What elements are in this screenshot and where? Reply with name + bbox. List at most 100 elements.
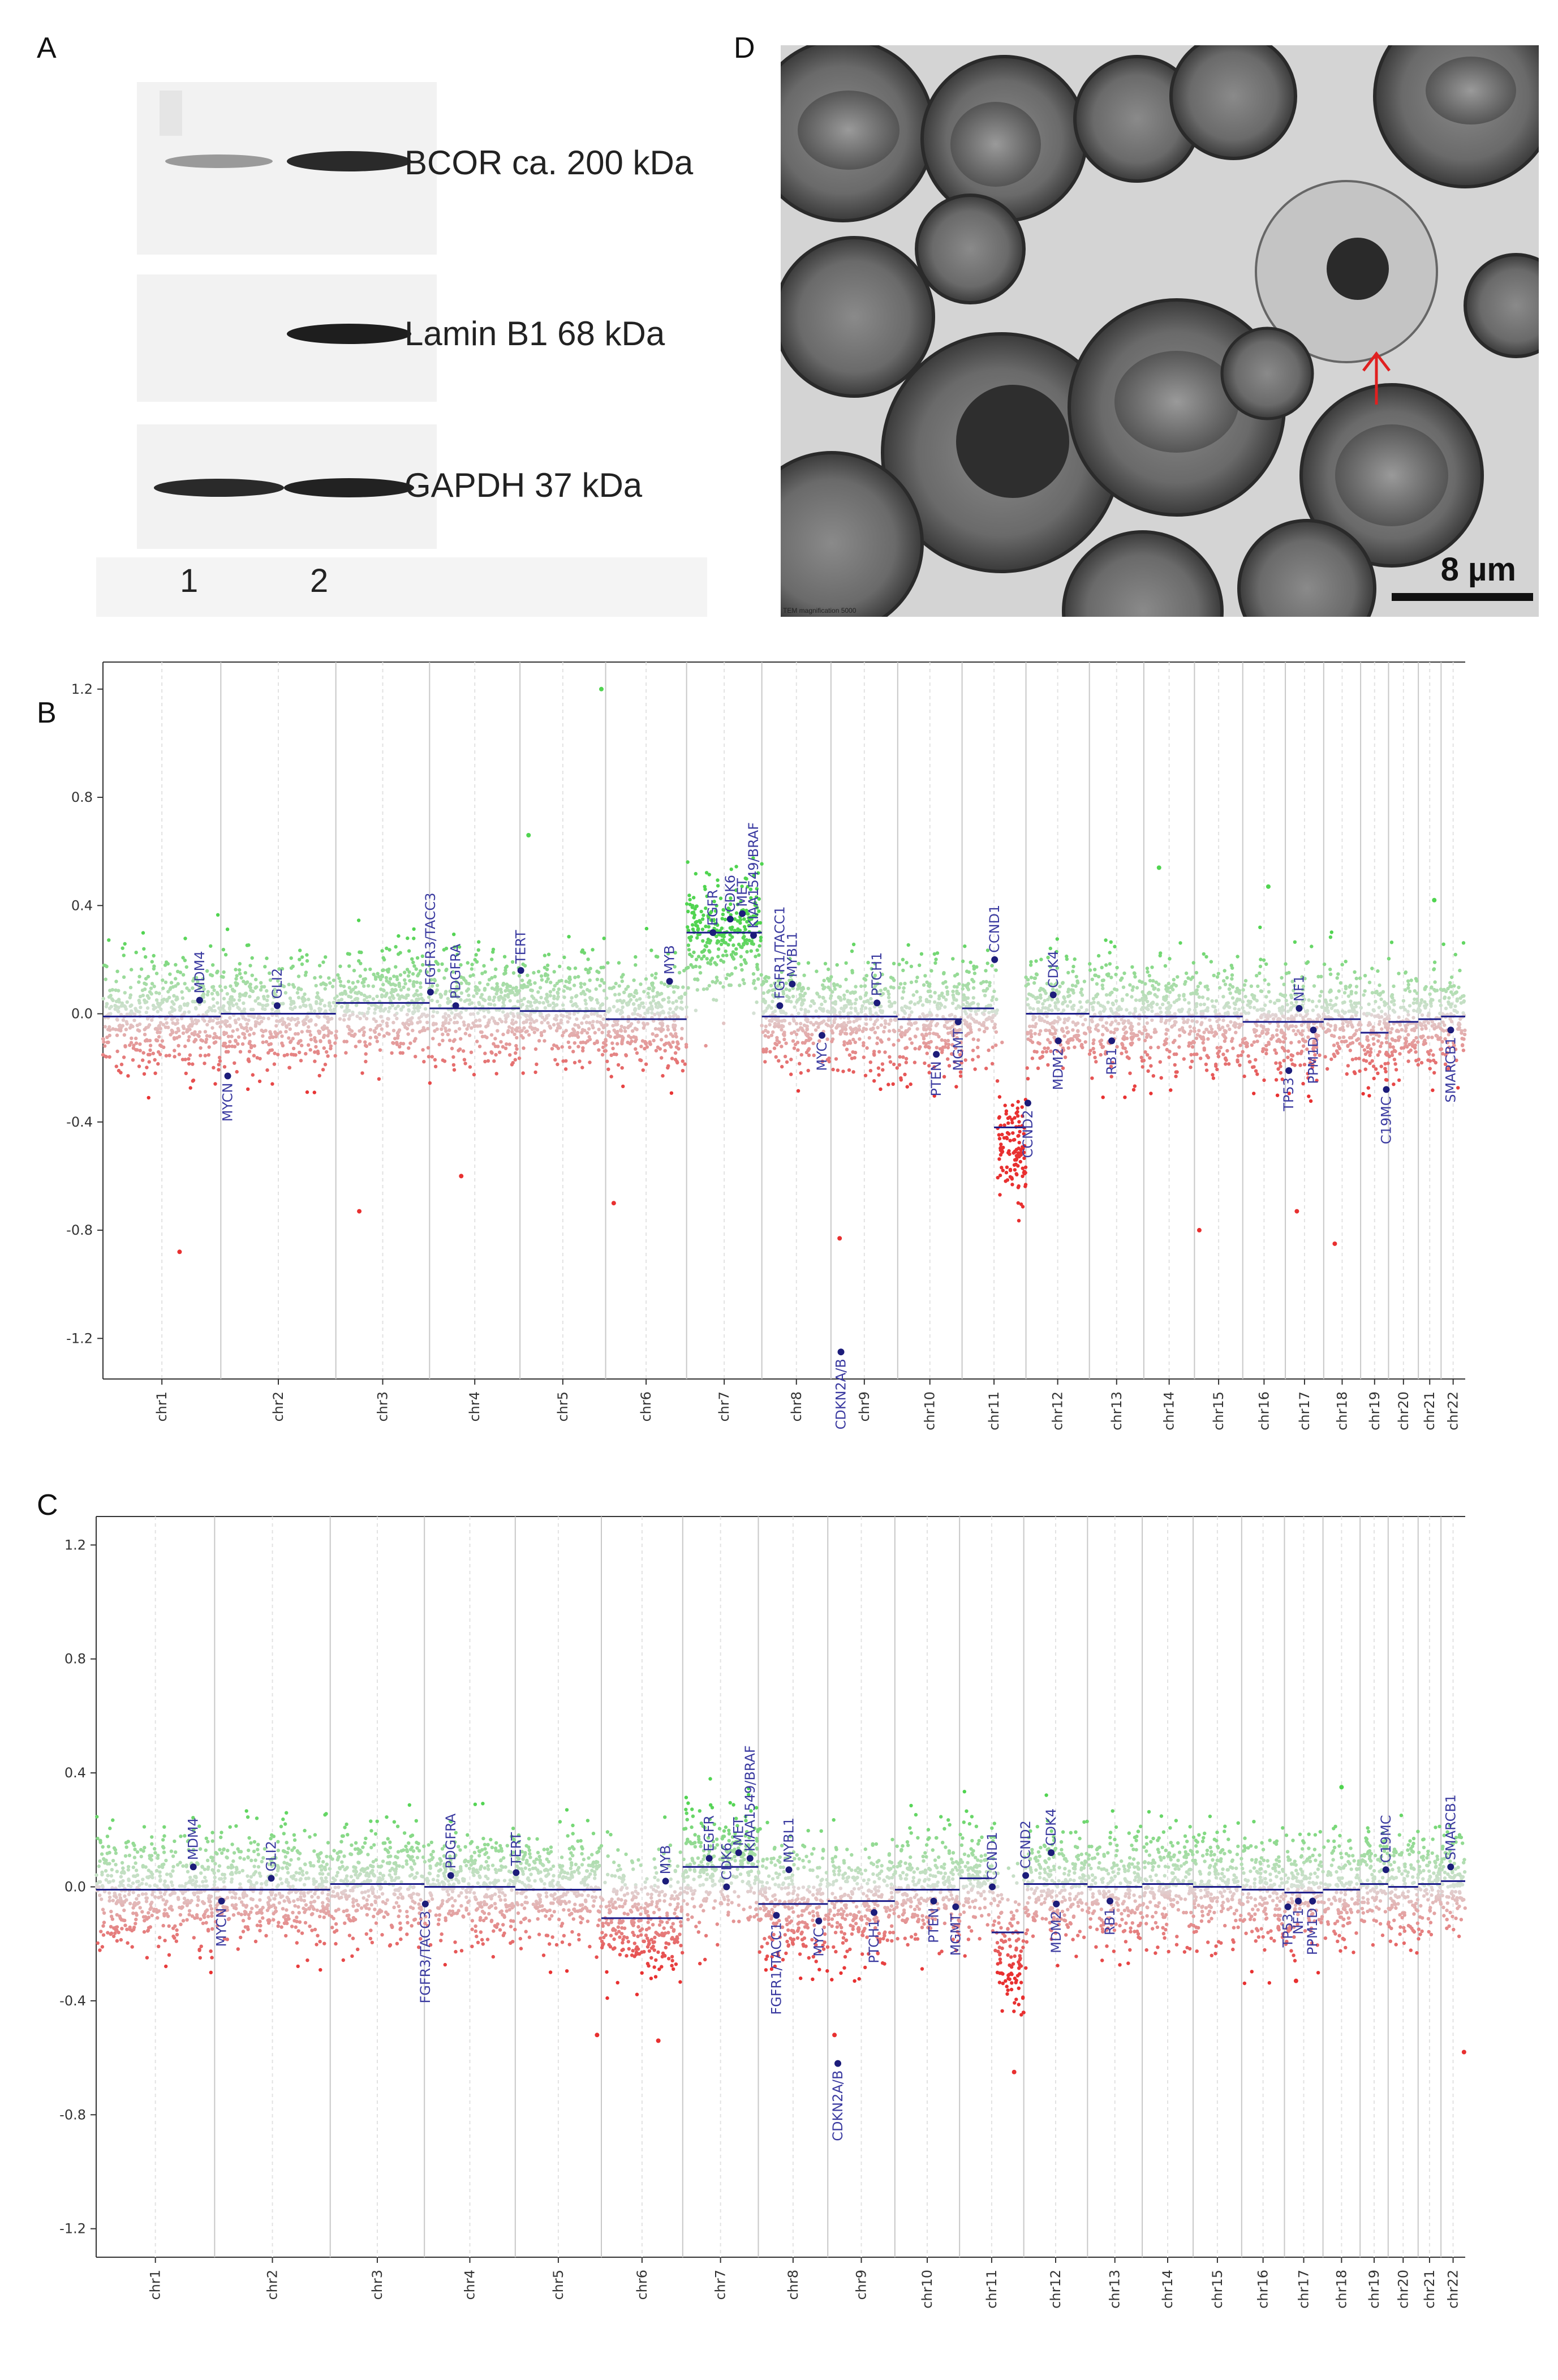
probe-point xyxy=(645,1022,649,1026)
probe-point xyxy=(174,963,178,967)
probe-point xyxy=(261,1034,265,1038)
probe-point xyxy=(1211,1004,1215,1008)
probe-point xyxy=(864,974,869,978)
probe-point xyxy=(672,1023,675,1027)
probe-point xyxy=(1030,1056,1035,1060)
probe-point xyxy=(1091,1047,1095,1051)
probe-point xyxy=(1013,1116,1017,1120)
probe-point xyxy=(1350,1058,1355,1062)
probe-point xyxy=(407,1046,411,1050)
probe-point xyxy=(1348,1009,1352,1013)
cell-group xyxy=(781,45,1539,617)
probe-point xyxy=(1099,1038,1104,1042)
probe-point xyxy=(194,976,199,980)
probe-point xyxy=(982,1029,987,1034)
probe-point xyxy=(685,1015,688,1019)
probe-point xyxy=(727,983,731,987)
probe-point xyxy=(459,981,463,985)
probe-point xyxy=(935,1046,939,1050)
probe-point xyxy=(586,970,591,974)
probe-point xyxy=(708,911,712,915)
probe-point xyxy=(472,994,476,998)
probe-point xyxy=(1337,989,1341,993)
probe-point xyxy=(515,1036,519,1040)
probe-point xyxy=(327,976,331,980)
probe-point xyxy=(255,1056,259,1060)
probe-point xyxy=(385,991,389,995)
probe-point xyxy=(642,990,646,994)
probe-point xyxy=(774,1055,778,1059)
probe-point xyxy=(208,1034,212,1038)
probe-point xyxy=(143,1039,148,1043)
probe-point xyxy=(1073,1034,1077,1038)
probe-point xyxy=(1178,1028,1182,1032)
probe-point xyxy=(552,1023,556,1027)
probe-point xyxy=(319,1002,322,1006)
probe-point xyxy=(117,1068,121,1073)
probe-point xyxy=(373,1007,377,1011)
probe-point xyxy=(620,1038,625,1043)
probe-point xyxy=(1142,1010,1146,1014)
probe-point xyxy=(721,908,725,912)
probe-point xyxy=(795,1041,800,1045)
probe-point xyxy=(1068,1038,1072,1042)
probe-point xyxy=(1337,1013,1341,1017)
probe-point xyxy=(1114,1019,1118,1023)
probe-point xyxy=(907,1013,912,1017)
probe-point xyxy=(452,991,457,995)
probe-point xyxy=(886,995,891,999)
probe-point xyxy=(1204,1068,1209,1072)
probe-point xyxy=(199,1046,203,1050)
probe-point xyxy=(1332,1052,1336,1056)
probe-point xyxy=(845,1047,849,1051)
probe-point xyxy=(119,1029,123,1033)
probe-point xyxy=(566,1040,570,1045)
probe-point xyxy=(1068,1000,1073,1004)
probe-point xyxy=(1238,1063,1242,1067)
probe-point xyxy=(876,1036,880,1040)
probe-point xyxy=(1293,940,1297,944)
probe-point xyxy=(834,1026,838,1030)
probe-point xyxy=(1228,1027,1232,1032)
probe-point xyxy=(1090,977,1095,981)
probe-point xyxy=(716,955,720,959)
probe-point xyxy=(700,927,705,931)
probe-point xyxy=(782,1032,786,1036)
probe-point xyxy=(120,1024,124,1028)
probe-point xyxy=(619,1024,623,1029)
probe-point xyxy=(403,982,407,986)
probe-point xyxy=(380,949,384,953)
probe-point xyxy=(388,996,392,1000)
probe-point xyxy=(300,955,304,959)
probe-point xyxy=(494,992,498,996)
probe-point xyxy=(318,1029,322,1034)
probe-point xyxy=(276,1009,281,1013)
probe-point xyxy=(897,1028,901,1033)
probe-point xyxy=(1263,978,1267,982)
probe-point xyxy=(661,1074,665,1078)
probe-point xyxy=(1150,1009,1154,1013)
probe-point xyxy=(660,991,664,996)
probe-point xyxy=(474,1019,478,1023)
probe-point xyxy=(1290,1062,1294,1066)
probe-point xyxy=(561,1059,565,1063)
probe-point xyxy=(862,977,866,981)
probe-point xyxy=(866,960,870,965)
probe-point xyxy=(134,951,138,955)
probe-point xyxy=(913,1002,917,1006)
probe-point xyxy=(771,988,774,993)
probe-point xyxy=(851,1050,855,1054)
probe-point xyxy=(1280,993,1285,998)
probe-point xyxy=(1176,975,1180,979)
probe-point xyxy=(1016,1185,1021,1189)
probe-point xyxy=(620,1066,624,1070)
probe-point xyxy=(533,1047,538,1051)
probe-point xyxy=(627,1034,631,1038)
probe-point xyxy=(252,1032,256,1036)
probe-point xyxy=(583,1013,587,1018)
probe-point xyxy=(151,1051,155,1055)
probe-point xyxy=(951,1033,955,1037)
probe-point xyxy=(235,1069,239,1074)
probe-point xyxy=(289,966,294,970)
probe-point xyxy=(1221,1052,1225,1056)
